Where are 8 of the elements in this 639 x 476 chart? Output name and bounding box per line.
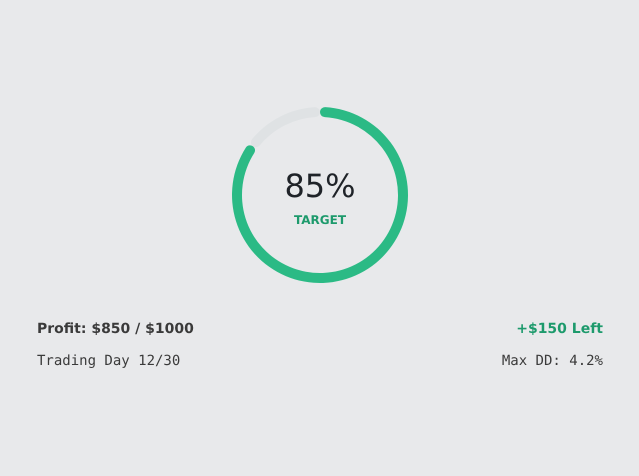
text: Max DD: 4.2% bbox=[502, 353, 604, 369]
donut-slice bbox=[232, 107, 408, 283]
text: +$150 Left bbox=[516, 321, 604, 337]
text: 85% bbox=[284, 167, 356, 205]
text: Profit: $850 / $1000 bbox=[37, 321, 194, 337]
text: Trading Day 12/30 bbox=[37, 353, 180, 369]
text: TARGET bbox=[294, 213, 347, 227]
donut-slice bbox=[250, 107, 320, 148]
